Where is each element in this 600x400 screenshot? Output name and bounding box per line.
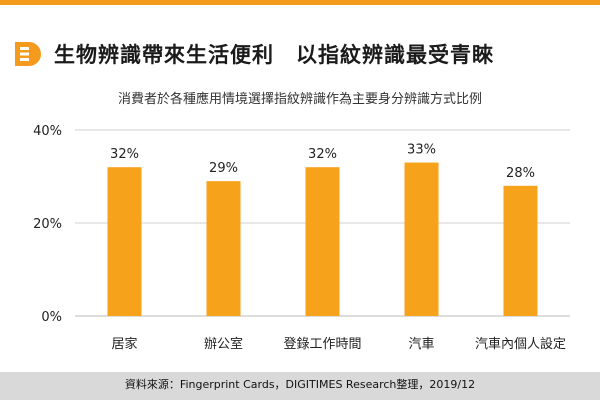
bar — [206, 181, 241, 316]
bar — [107, 167, 142, 316]
chart-title: 生物辨識帶來生活便利 以指紋辨識最受青睞 — [54, 43, 494, 67]
source-footer: 資料來源：Fingerprint Cards，DIGITIMES Researc… — [0, 372, 600, 400]
bar — [404, 162, 439, 316]
category-label: 居家 — [111, 336, 137, 352]
bar — [503, 185, 538, 316]
y-tick-label: 20% — [33, 217, 62, 232]
digitimes-logo-icon — [15, 42, 41, 66]
data-label: 32% — [110, 147, 139, 162]
category-label: 辦公室 — [204, 336, 243, 352]
data-label: 32% — [308, 147, 337, 162]
bar — [305, 167, 340, 316]
data-label: 33% — [407, 143, 436, 158]
category-label: 登錄工作時間 — [283, 337, 361, 352]
data-label: 29% — [209, 161, 238, 176]
chart-subtitle: 消費者於各種應用情境選擇指紋辨識作為主要身分辨識方式比例 — [117, 92, 482, 107]
category-label: 汽車內個人設定 — [475, 336, 566, 352]
category-label: 汽車 — [408, 337, 434, 352]
data-label: 28% — [506, 166, 535, 181]
y-tick-label: 0% — [41, 310, 62, 325]
top-accent-bar — [0, 0, 600, 5]
y-tick-label: 40% — [33, 124, 62, 139]
bar-chart: 0% 20% 40% 32% 居家 29% 辦公室 32% 登錄工作時間 33% 汽車 28% 汽車內個… — [33, 124, 570, 352]
header: 生物辨識帶來生活便利 以指紋辨識最受青睞 — [12, 34, 494, 74]
